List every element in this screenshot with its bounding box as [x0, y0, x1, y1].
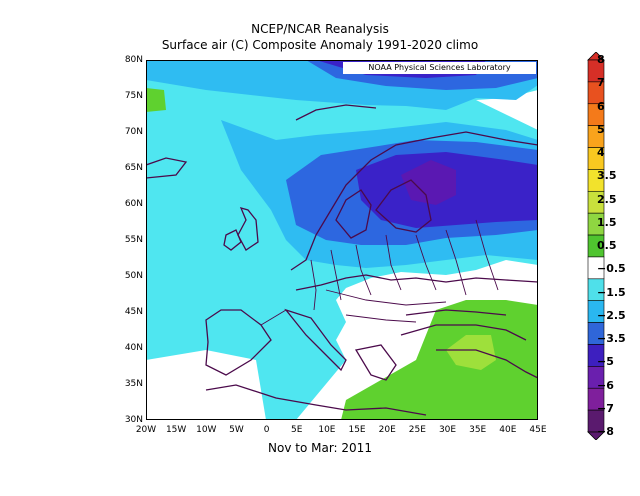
- lon-label: 20W: [135, 425, 157, 435]
- lat-label: 45N: [124, 307, 143, 317]
- colorbar-tick-label: −8: [597, 425, 614, 438]
- lat-label: 50N: [124, 271, 143, 281]
- colorbar-tick-label: 4: [597, 146, 605, 159]
- lat-label: 70N: [124, 127, 143, 137]
- lon-label: 0: [263, 425, 270, 435]
- colorbar-tick-label: 6: [597, 99, 605, 113]
- lon-label: 25E: [408, 425, 426, 435]
- lon-label: 15E: [348, 425, 366, 435]
- map-canvas: [146, 60, 538, 420]
- colorbar-tick-label: −1.5: [597, 285, 626, 299]
- country-borders: [260, 219, 499, 326]
- map-border: [146, 60, 538, 420]
- colorbar-tick-label: 0.5: [597, 239, 617, 252]
- colorbar: [587, 52, 605, 440]
- period-label: Nov to Mar: 2011: [268, 441, 372, 455]
- lon-label: 40E: [499, 425, 517, 435]
- map-subtitle: Surface air (C) Composite Anomaly 1991-2…: [161, 38, 479, 52]
- colorbar-tick-label: 2.5: [597, 192, 617, 206]
- lat-label: 65N: [124, 163, 143, 173]
- credit-label: NOAA Physical Sciences Laboratory: [343, 62, 536, 74]
- colorbar-tick-label: 5: [597, 122, 605, 136]
- colorbar-tick-label: −3.5: [597, 332, 626, 345]
- lon-label: 5W: [229, 425, 244, 435]
- colorbar-tick-label: −5: [597, 355, 614, 369]
- lon-label: 35E: [469, 425, 487, 435]
- anomaly-map: [146, 60, 538, 420]
- colorbar-tick-label: −2.5: [597, 308, 626, 322]
- colorbar-tick-label: 8: [597, 53, 605, 66]
- green-anomaly-region: [341, 300, 538, 420]
- lat-label: 75N: [124, 91, 143, 101]
- colorbar-tick-label: −7: [597, 401, 614, 415]
- lon-label: 10E: [318, 425, 336, 435]
- lon-label: 10W: [196, 425, 217, 435]
- lat-label: 55N: [124, 235, 143, 245]
- lon-label: 20E: [378, 425, 396, 435]
- colorbar-tick-label: 3.5: [597, 169, 617, 183]
- lon-label: 15W: [165, 425, 187, 435]
- colorbar-tick-label: −6: [597, 378, 614, 392]
- lat-label: 30N: [124, 415, 143, 425]
- colorbar-tick-label: −0.5: [597, 262, 626, 276]
- colorbar-bottom-arrow: [587, 431, 605, 440]
- colorbar-tick-label: 7: [597, 76, 605, 90]
- colorbar-tick-label: 1.5: [597, 215, 617, 229]
- map-title: NCEP/NCAR Reanalysis: [251, 22, 389, 36]
- light-green-anomaly-region: [446, 335, 496, 370]
- lat-label: 80N: [124, 55, 143, 65]
- green-greenland-patch: [146, 88, 166, 112]
- lon-label: 5E: [291, 425, 303, 435]
- lon-label: 45E: [529, 425, 547, 435]
- lon-label: 30E: [438, 425, 457, 435]
- coastlines: [146, 104, 538, 416]
- lat-label: 60N: [124, 199, 143, 209]
- lat-label: 35N: [124, 379, 143, 389]
- purple-anomaly-core: [401, 160, 456, 205]
- lat-label: 40N: [124, 343, 143, 353]
